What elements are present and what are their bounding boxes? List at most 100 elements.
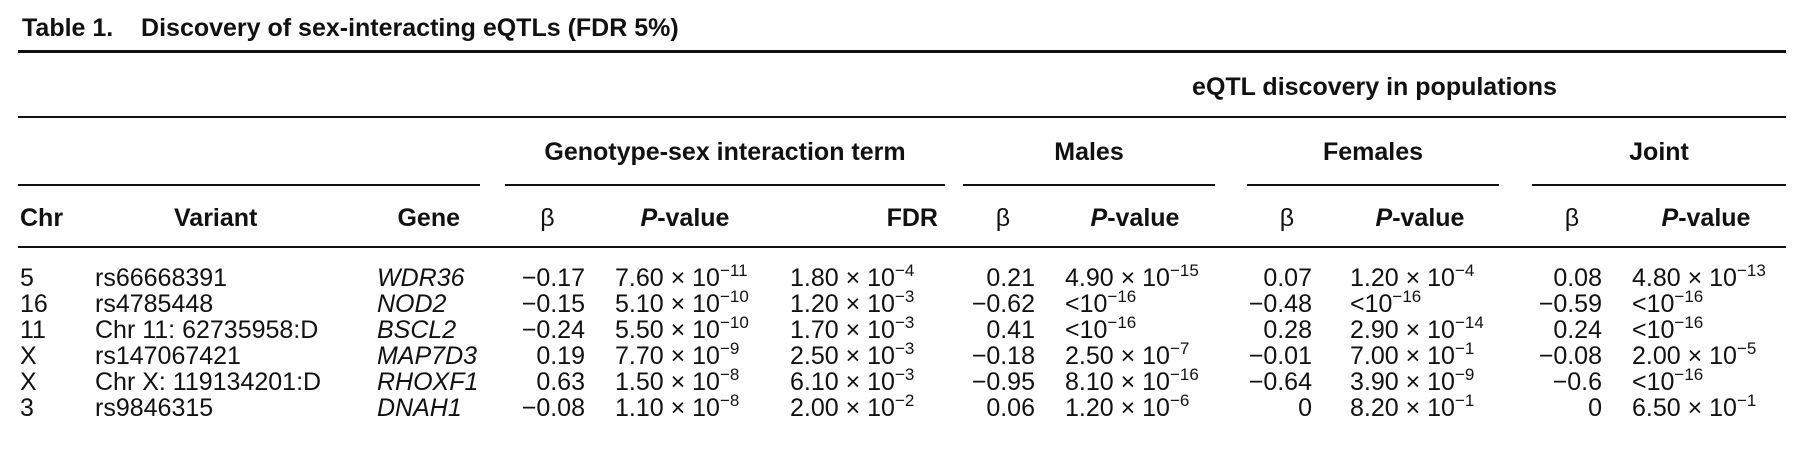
rule-males (963, 184, 1215, 186)
cell-m-beta: 0.41 (986, 316, 1035, 344)
value-exponent: −13 (1736, 261, 1766, 280)
cell-int-fdr: 6.10 × 10−3 (790, 366, 960, 397)
cell-int-fdr: 2.00 × 10−2 (790, 391, 960, 423)
value-exponent: −2 (894, 391, 915, 410)
value-mantissa: 1.20 × 10 (1065, 394, 1170, 422)
header-populations: eQTL discovery in populations (1192, 73, 1557, 101)
value-exponent: −1 (1454, 339, 1475, 358)
cell-int-p: 7.60 × 10−11 (615, 261, 785, 293)
cell-j-p: <10−16 (1632, 287, 1797, 319)
value-mantissa: 6.50 × 10 (1632, 394, 1737, 422)
cell-gene: DNAH1 (377, 394, 462, 422)
header-joint: Joint (1629, 138, 1689, 166)
cell-j-beta: −0.08 (1538, 342, 1602, 370)
cell-m-beta: 0.06 (986, 394, 1035, 422)
cell-variant: Chr X: 119134201:D (95, 368, 322, 396)
cell-f-p: 8.20 × 10−1 (1350, 391, 1525, 423)
value-mantissa: 2.50 × 10 (1065, 342, 1170, 370)
value-exponent: −5 (1736, 339, 1757, 358)
value-mantissa: 4.90 × 10 (1065, 264, 1170, 292)
value-exponent: −10 (719, 287, 749, 306)
cell-j-p: 4.80 × 10−13 (1632, 261, 1797, 293)
cell-int-beta: −0.08 (521, 394, 585, 422)
value-exponent: −16 (1674, 313, 1704, 332)
cell-f-beta: 0.07 (1263, 264, 1312, 292)
cell-int-fdr: 1.70 × 10−3 (790, 313, 960, 345)
cell-m-p: 1.20 × 10−6 (1065, 392, 1240, 423)
cell-int-p: 1.50 × 10−8 (615, 366, 785, 397)
top-rule (18, 50, 1786, 53)
cell-m-p: 4.90 × 10−15 (1065, 261, 1240, 293)
cell-m-p: <10−16 (1065, 287, 1240, 319)
cell-j-beta: 0.24 (1553, 316, 1602, 344)
value-mantissa: 7.00 × 10 (1350, 342, 1455, 370)
cell-f-beta: −0.64 (1248, 368, 1312, 396)
col-int-fdr: FDR (886, 204, 938, 232)
cell-j-p: 6.50 × 10−1 (1632, 391, 1797, 423)
col-gene: Gene (397, 204, 460, 232)
header-females: Females (1322, 138, 1424, 166)
value-exponent: −16 (1674, 287, 1704, 306)
value-exponent: −3 (894, 339, 915, 358)
value-label: -value (1392, 204, 1465, 232)
col-f-beta: β (1279, 204, 1295, 232)
cell-gene: RHOXF1 (377, 368, 479, 396)
cell-f-beta: 0.28 (1263, 316, 1312, 344)
value-mantissa: 7.60 × 10 (615, 264, 720, 292)
cell-f-p: <10−16 (1350, 288, 1525, 319)
value-mantissa: 1.80 × 10 (790, 264, 895, 292)
cell-f-beta: 0 (1298, 394, 1312, 422)
cell-int-beta: −0.24 (521, 316, 585, 344)
cell-f-p: 1.20 × 10−4 (1350, 262, 1525, 293)
value-exponent: −9 (1454, 365, 1475, 384)
value-exponent: −9 (719, 339, 740, 358)
cell-int-beta: 0.63 (536, 368, 585, 396)
cell-variant: rs147067421 (95, 342, 241, 370)
value-mantissa: 1.70 × 10 (790, 316, 895, 344)
header-males: Males (1054, 138, 1124, 166)
cell-f-beta: −0.48 (1248, 290, 1312, 318)
cell-m-beta: −0.95 (971, 368, 1035, 396)
value-exponent: −11 (719, 261, 748, 280)
value-mantissa: 1.50 × 10 (615, 368, 720, 396)
value-exponent: −15 (1169, 261, 1199, 280)
value-mantissa: 1.20 × 10 (1350, 264, 1455, 292)
value-mantissa: 2.00 × 10 (1632, 342, 1737, 370)
value-exponent: −7 (1169, 339, 1190, 358)
value-exponent: −14 (1454, 313, 1484, 332)
value-exponent: −16 (1107, 313, 1137, 332)
col-int-beta: β (540, 204, 555, 232)
cell-m-beta: 0.21 (986, 264, 1035, 292)
cell-f-p: 3.90 × 10−9 (1350, 365, 1525, 397)
cell-gene: NOD2 (377, 290, 447, 318)
value-exponent: −16 (1169, 365, 1199, 384)
cell-variant: Chr 11: 62735958:D (95, 316, 319, 344)
cell-int-p: 7.70 × 10−9 (615, 339, 785, 371)
table-caption: Table 1. Discovery of sex-interacting eQ… (22, 14, 679, 43)
col-chr: Chr (20, 204, 64, 232)
cell-int-beta: −0.17 (521, 264, 585, 292)
cell-j-beta: 0 (1588, 394, 1602, 422)
header-interaction: Genotype-sex interaction term (544, 138, 906, 166)
rule-interaction (505, 184, 945, 186)
value-mantissa: <10 (1065, 316, 1108, 344)
value-exponent: −16 (1107, 287, 1137, 306)
value-mantissa: 2.90 × 10 (1350, 316, 1455, 344)
value-exponent: −4 (894, 261, 915, 280)
value-mantissa: 5.50 × 10 (615, 316, 720, 344)
value-mantissa: 1.10 × 10 (615, 394, 720, 422)
value-exponent: −1 (1454, 391, 1475, 410)
value-mantissa: 1.20 × 10 (790, 290, 895, 318)
cell-j-beta: −0.59 (1538, 290, 1602, 318)
cell-int-fdr: 1.20 × 10−3 (790, 288, 960, 319)
value-exponent: −1 (1736, 391, 1757, 410)
value-mantissa: 8.20 × 10 (1350, 394, 1455, 422)
rule-header-bottom (18, 246, 1786, 248)
value-exponent: −10 (719, 313, 749, 332)
cell-int-p: 1.10 × 10−8 (615, 392, 785, 423)
cell-j-beta: −0.6 (1552, 368, 1602, 396)
cell-chr: 11 (20, 316, 46, 344)
value-mantissa: 6.10 × 10 (790, 368, 895, 396)
value-exponent: −3 (894, 313, 915, 332)
cell-gene: MAP7D3 (377, 342, 478, 370)
